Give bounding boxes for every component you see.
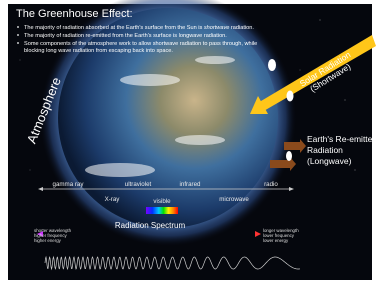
reemitted-line: Earth's Re-emitted [307,134,377,144]
note: lower energy [263,238,289,243]
bullet-dot [17,42,19,44]
band-label: X-ray [105,196,121,203]
reemitted-line: (Longwave) [307,156,352,166]
bullet-text: radiation. [229,25,254,31]
band-label: infrared [180,181,202,188]
slide: The Greenhouse Effect: The majority of r… [0,0,379,283]
band-label: microwave [219,196,249,203]
visible-bar [146,207,178,214]
bullet: blocking long wave radiation from escapi… [24,48,173,54]
band-label: ultraviolet [125,181,152,188]
bullet-text: The majority of radiation absorbed at th… [24,25,204,31]
band-label: gamma ray [53,181,85,188]
cloud [286,151,292,161]
reemitted-line: Radiation [307,145,343,155]
spectrum-title: Radiation Spectrum [115,221,186,230]
bullet: The majority of radiation re-emitted fro… [24,33,227,39]
note: higher energy [34,238,62,243]
bullet-dot [17,34,19,36]
title: The Greenhouse Effect: [16,8,133,20]
band-label: radio [264,181,278,188]
bullet: Some components of the atmosphere work t… [24,41,257,47]
bullet: The majority of radiation absorbed at th… [24,25,254,31]
bullet-emphasis: shortwave [204,25,230,31]
bullet-dot [17,26,19,28]
band-label: visible [153,198,171,205]
